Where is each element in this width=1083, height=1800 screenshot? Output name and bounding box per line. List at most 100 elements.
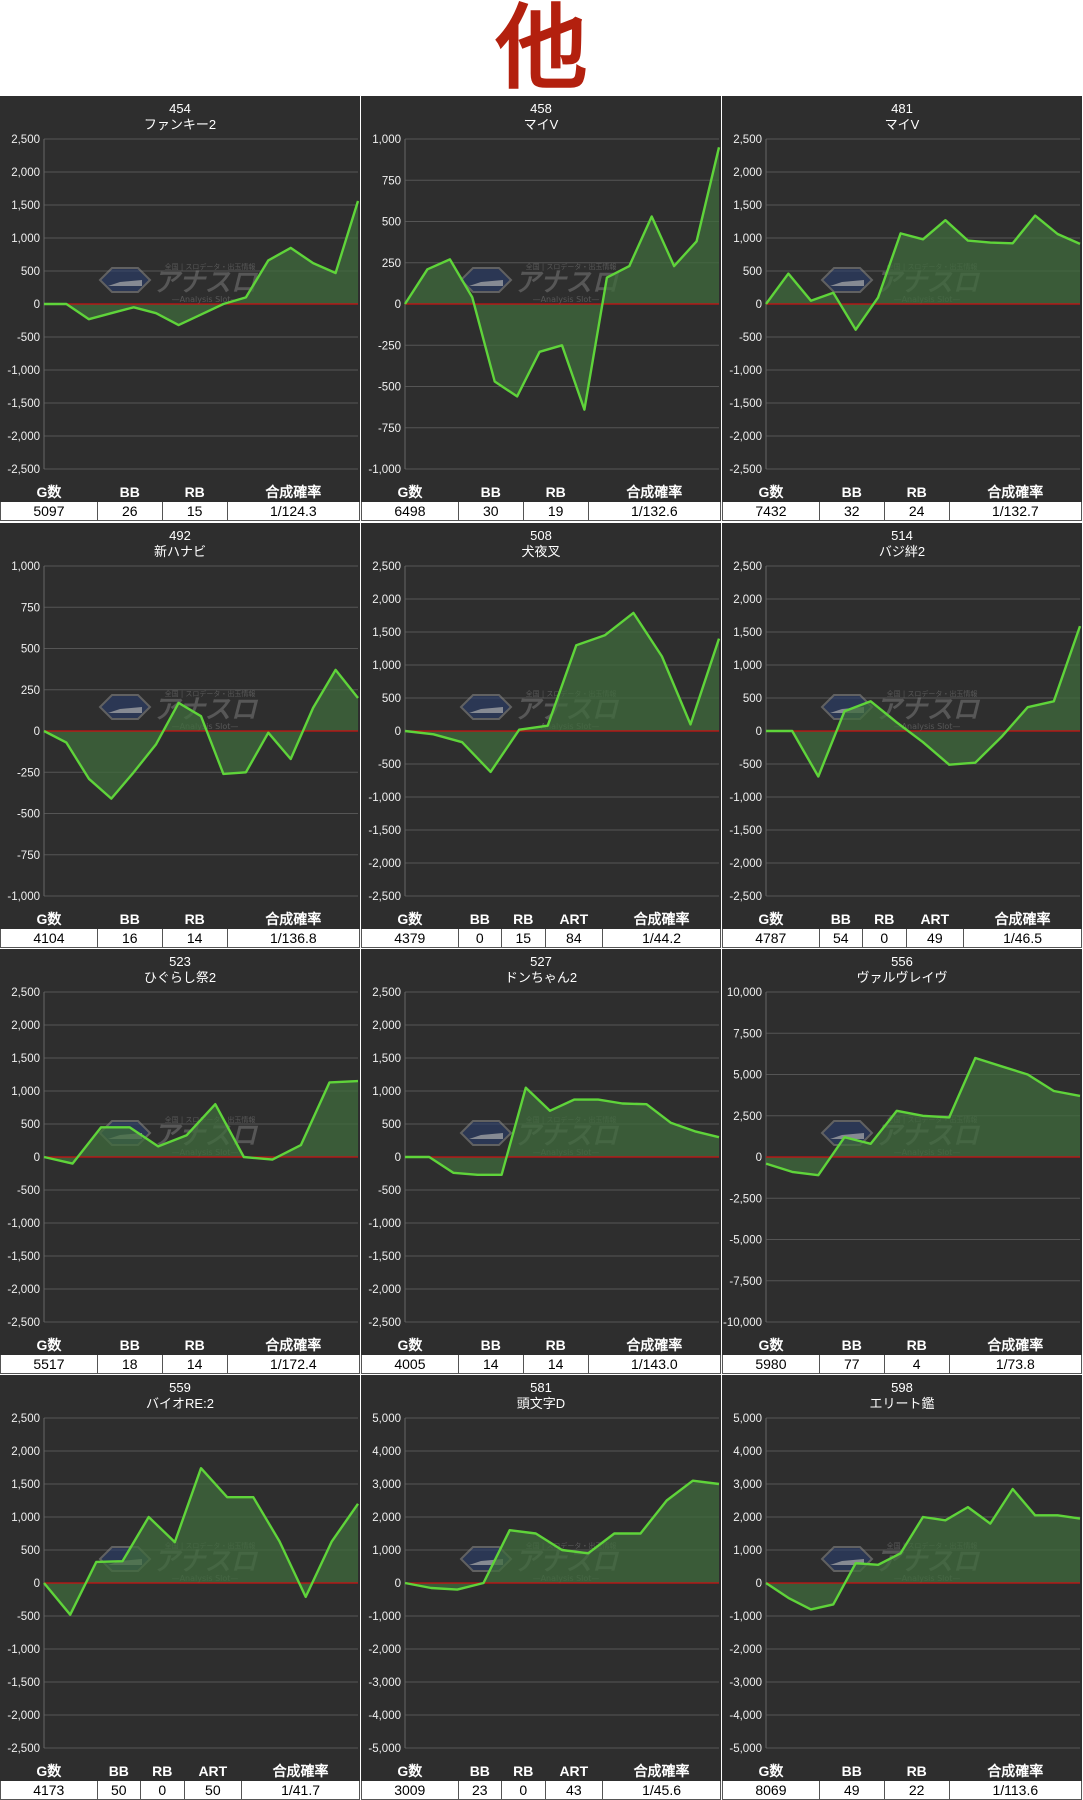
y-tick-label: 0 [756,1578,762,1590]
stats-value: 1/44.2 [602,928,721,948]
y-tick-label: 1,500 [11,200,40,212]
machine-name: 犬夜叉 [521,544,560,559]
machine-name: ひぐらし祭2 [144,970,216,985]
stats-header: RB [522,482,589,502]
stats-table: G数 BB RB ART 合成確率 4787 54 0 49 1/46.5 [722,909,1082,948]
series-line [765,214,1081,331]
y-tick-label: -500 [17,332,40,344]
stats-value: 19 [522,501,589,521]
stats-header: G数 [0,909,98,929]
y-tick-label: 2,000 [372,594,401,606]
y-tick-label: -2,000 [368,858,401,870]
chart-panel: 581 頭文字D 5,000 4,000 3,000 2,000 1,000 0 -1,000 -… [361,1375,721,1800]
logo-subtitle: —Analysis Slot— [533,295,600,304]
logo-hexagon [459,694,513,720]
stats-header: RB [161,1335,228,1355]
logo-hexagon [820,267,874,293]
machine-name: バジ絆2 [879,544,925,559]
y-tick-label: -1,000 [7,1644,40,1656]
stats-header: 合成確率 [241,1761,360,1781]
area-fill [405,1087,719,1175]
stats-value: 0 [457,928,503,948]
y-tick-label: 500 [21,1119,40,1131]
y-tick-label: -2,000 [368,1284,401,1296]
stats-header: G数 [722,909,820,929]
chart-panel: 458 マイV 1,000 750 500 250 0 -250 -500 -750 -1,000 ア… [361,96,722,521]
y-tick-label: 500 [21,1545,40,1557]
stats-value: 4173 [0,1780,98,1800]
stats-header: ART [544,909,604,929]
y-tick-label: 2,000 [11,1446,40,1458]
logo-shard [830,280,864,286]
y-tick-label: -1,000 [368,1218,401,1230]
stats-value: 1/124.3 [226,501,361,521]
stats-table: G数 BB RB 合成確率 5097 26 15 1/124.3 [0,482,361,521]
stats-value: 14 [457,1354,524,1374]
y-tick-label: 500 [21,266,40,278]
y-tick-label: 1,000 [372,1545,401,1557]
stats-table: G数 BB RB 合成確率 5980 77 4 1/73.8 [722,1335,1083,1374]
y-tick-label: 2,500 [11,134,40,146]
stats-value: 4005 [361,1354,459,1374]
area-fill [44,201,358,326]
chart-panel: 523 ひぐらし祭2 2,500 2,000 1,500 1,000 500 0 -500 -1,… [0,949,361,1374]
y-tick-label: 1,000 [372,1086,401,1098]
page-title: 他 [495,0,588,102]
y-tick-label: -500 [378,759,401,771]
y-tick-label: -500 [17,1611,40,1623]
stats-table: G数 BB RB 合成確率 7432 32 24 1/132.7 [722,482,1083,521]
stats-table: G数 BB RB ART 合成確率 4379 0 15 84 1/44.2 [361,909,721,948]
stats-header: ART [905,909,965,929]
stats-table: G数 BB RB 合成確率 5517 18 14 1/172.4 [0,1335,361,1374]
machine-number: 581 [530,1380,552,1395]
y-tick-label: 2,000 [733,167,762,179]
stats-header: RB [140,1761,185,1781]
stats-header: BB [457,909,503,929]
y-tick-label: -2,500 [7,1743,40,1755]
area-fill [405,612,719,772]
y-tick-label: -250 [17,767,40,779]
stats-value: 1/143.0 [587,1354,722,1374]
machine-number: 523 [169,954,191,969]
y-tick-label: 750 [382,175,401,187]
stats-header: G数 [0,482,98,502]
area-fill [44,1081,358,1164]
y-tick-label: -500 [739,759,762,771]
stats-value: 8069 [722,1780,820,1800]
y-tick-label: 2,500 [11,987,40,999]
y-tick-label: 2,500 [733,561,762,573]
stats-header: 合成確率 [587,1335,722,1355]
logo-shard [830,1133,864,1139]
y-tick-label: -5,000 [729,1743,762,1755]
stats-value: 1/46.5 [963,928,1082,948]
logo-hexagon [459,267,513,293]
y-tick-label: -2,500 [729,464,762,476]
machine-number: 458 [530,101,552,116]
stats-header: BB [818,1335,885,1355]
stats-table: G数 BB RB 合成確率 8069 49 22 1/113.6 [722,1761,1083,1800]
stats-header: BB [457,482,524,502]
stats-header: 合成確率 [226,1335,361,1355]
y-tick-label: -1,000 [7,891,40,903]
y-tick-label: -750 [378,423,401,435]
y-tick-label: -2,000 [7,1710,40,1722]
stats-header: 合成確率 [948,1761,1083,1781]
y-tick-label: 4,000 [733,1446,762,1458]
y-tick-label: 0 [756,299,762,311]
machine-number: 492 [169,528,191,543]
y-tick-label: -2,500 [368,1317,401,1329]
y-tick-label: 1,000 [11,561,40,573]
y-tick-label: -10,000 [723,1317,762,1329]
stats-header: G数 [361,1761,459,1781]
y-tick-label: -7,500 [729,1276,762,1288]
y-tick-label: -500 [378,1185,401,1197]
stats-header: 合成確率 [226,482,361,502]
y-tick-label: 1,000 [11,1512,40,1524]
stats-header: RB [501,1761,546,1781]
machine-number: 454 [169,101,191,116]
stats-header: BB [96,1761,142,1781]
